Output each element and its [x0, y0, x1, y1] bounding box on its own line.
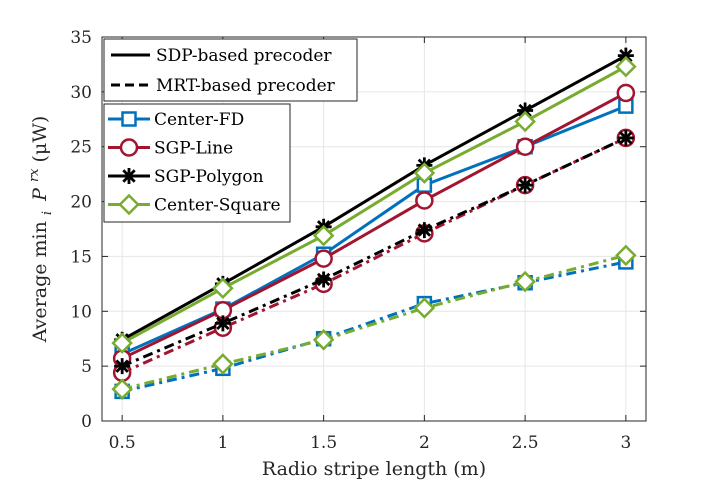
plot-frame [101, 36, 647, 422]
y-axis-title-sub: i [40, 211, 55, 215]
legend-marker [119, 138, 139, 157]
series-center-square-mrt [111, 244, 637, 400]
legend-label: SGP-Line [154, 139, 233, 159]
series-line [121, 253, 627, 391]
data-point [517, 177, 534, 194]
y-axis-title-prefix: Average min [29, 221, 51, 343]
series-sgp-polygon-mrt [114, 129, 634, 375]
data-point [517, 102, 534, 119]
series-center-square-sdp [111, 55, 637, 354]
data-point [415, 191, 434, 210]
data-point [615, 55, 637, 78]
data-point [312, 224, 335, 247]
y-tick-label: 0 [81, 412, 92, 432]
legend-label: Center-Square [154, 196, 281, 216]
series-line [121, 136, 627, 368]
y-axis-title-suffix: (μW) [29, 116, 51, 163]
legend-markers: Center-FD SGP-Line SGP-Polygon Center-Squar… [103, 103, 291, 223]
series-group [111, 47, 637, 400]
data-point [314, 249, 333, 268]
data-point [413, 162, 436, 184]
series-line [121, 65, 627, 345]
data-point [616, 83, 636, 103]
series-line [121, 91, 627, 360]
data-point [514, 110, 536, 133]
x-tick-label: 3 [620, 433, 631, 453]
y-axis-title-var: P [29, 187, 51, 202]
data-point [315, 271, 332, 288]
data-point [114, 358, 131, 375]
legend-label: Center-FD [154, 110, 244, 130]
data-point [416, 222, 433, 239]
x-tick-label: 2 [419, 433, 430, 453]
data-point [514, 270, 536, 293]
x-tick-label: 1 [217, 433, 228, 453]
data-point [617, 47, 634, 64]
y-tick-label: 10 [70, 302, 92, 322]
data-point [515, 137, 535, 156]
data-point [212, 277, 234, 300]
legend-label: MRT-based precoder [156, 76, 336, 96]
y-tick-label: 15 [70, 247, 92, 267]
data-point [617, 129, 634, 146]
legend-box [103, 38, 358, 102]
y-tick-label: 20 [70, 193, 92, 213]
y-axis-title: Average min i P rx (μW) [21, 116, 56, 344]
y-tick-label: 25 [70, 138, 92, 158]
x-tick-label: 2.5 [512, 433, 539, 453]
series-line [121, 260, 627, 393]
data-point [111, 332, 133, 354]
series-line [121, 54, 627, 342]
x-tick-label: 0.5 [109, 433, 136, 453]
legend-line-styles: SDP-based precoder MRT-based precoder [103, 38, 358, 102]
legend-marker [121, 168, 137, 184]
data-point [413, 297, 436, 319]
x-axis-title: Radio stripe length (m) [262, 458, 486, 480]
y-tick-label: 5 [81, 357, 92, 377]
legend-marker [121, 111, 137, 127]
data-point [615, 244, 637, 267]
legend-marker [118, 193, 140, 216]
y-axis-title-sup: rx [27, 168, 42, 182]
y-tick-label: 30 [70, 83, 92, 103]
legend-label: SGP-Polygon [154, 167, 264, 187]
data-point [214, 315, 231, 332]
data-point [111, 378, 133, 400]
data-point [312, 329, 335, 351]
x-tick-label: 1.5 [310, 433, 337, 453]
data-point [212, 353, 234, 375]
axis-ticks: 0 5 10 15 20 25 30 35 0.5 1 1.5 2 2.5 3 [70, 28, 646, 453]
legend-label: SDP-based precoder [156, 46, 332, 66]
y-tick-label: 35 [70, 28, 92, 48]
